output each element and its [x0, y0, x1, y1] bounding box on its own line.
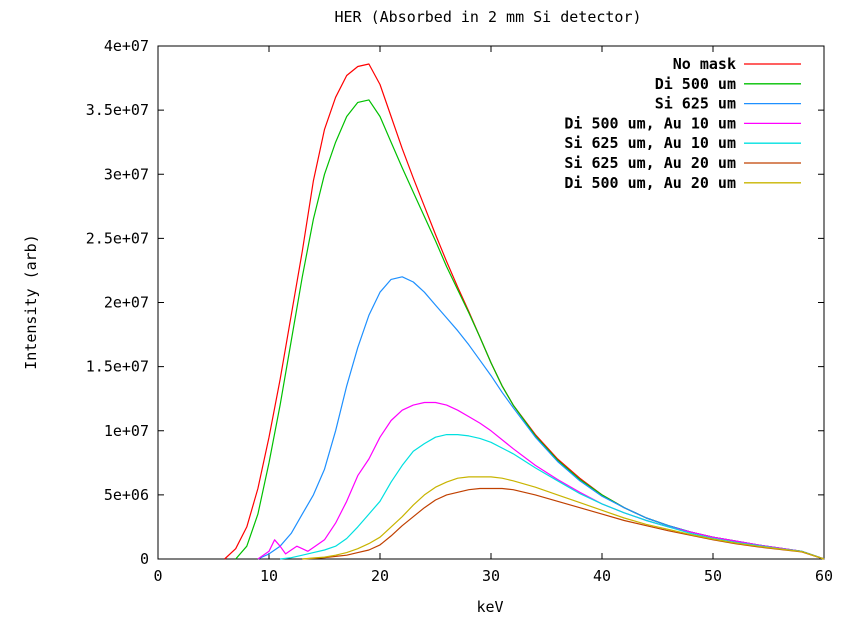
x-tick-label: 0 — [153, 567, 162, 585]
y-tick-label: 1.5e+07 — [86, 358, 149, 376]
series-line-6 — [302, 487, 825, 560]
y-tick-label: 4e+07 — [104, 37, 149, 55]
y-tick-label: 2.5e+07 — [86, 229, 149, 247]
x-tick-label: 20 — [371, 567, 389, 585]
legend-label: Di 500 um, Au 10 um — [564, 114, 736, 132]
series-line-4 — [257, 401, 825, 560]
x-tick-label: 50 — [704, 567, 722, 585]
legend-label: Si 625 um — [655, 95, 736, 113]
series-line-7 — [302, 476, 825, 560]
y-tick-label: 2e+07 — [104, 294, 149, 312]
x-tick-label: 60 — [815, 567, 833, 585]
series-lines — [224, 63, 825, 560]
legend-label: Si 625 um, Au 20 um — [564, 154, 736, 172]
y-tick-label: 5e+06 — [104, 486, 149, 504]
y-tick-label: 1e+07 — [104, 422, 149, 440]
chart-title: HER (Absorbed in 2 mm Si detector) — [334, 8, 641, 26]
x-axis: 0 10 20 30 40 50 60 — [153, 46, 833, 585]
y-tick-label: 3e+07 — [104, 165, 149, 183]
y-axis: 0 5e+06 1e+07 1.5e+07 2e+07 2.5e+07 3e+07 3.5e+… — [86, 37, 824, 568]
y-axis-label: Intensity (arb) — [22, 234, 40, 369]
legend-label: Di 500 um — [655, 75, 736, 93]
series-line-5 — [280, 434, 825, 560]
x-tick-label: 30 — [482, 567, 500, 585]
y-tick-label: 3.5e+07 — [86, 101, 149, 119]
x-axis-label: keV — [476, 598, 503, 616]
x-tick-label: 10 — [260, 567, 278, 585]
y-tick-label: 0 — [140, 550, 149, 568]
series-line-3 — [257, 276, 825, 560]
legend-label: Di 500 um, Au 20 um — [564, 174, 736, 192]
legend-label: No mask — [673, 55, 736, 73]
x-tick-label: 40 — [593, 567, 611, 585]
legend-label: Si 625 um, Au 10 um — [564, 134, 736, 152]
